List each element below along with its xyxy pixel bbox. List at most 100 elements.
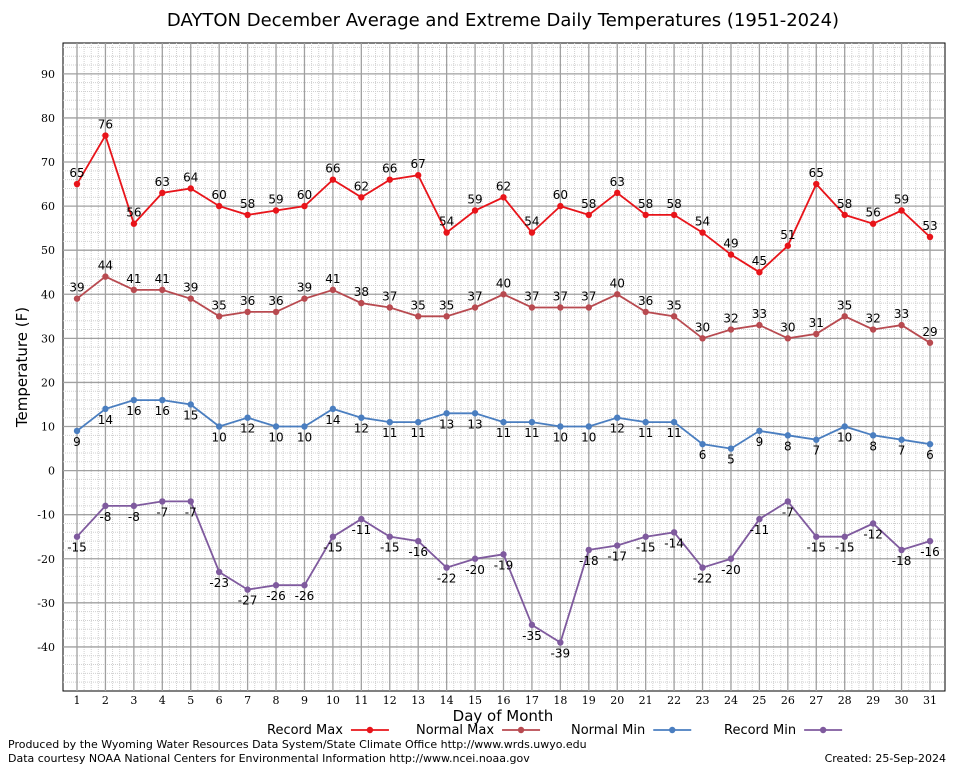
normal-min-data-label: 8 [784, 439, 792, 453]
x-tick-label: 25 [752, 694, 766, 707]
legend-label: Normal Max [416, 723, 494, 738]
x-tick-label: 1 [74, 694, 81, 707]
record-min-point [898, 546, 905, 554]
x-tick-label: 10 [326, 694, 340, 707]
record-max-point [699, 229, 706, 236]
record-max-point [784, 242, 792, 249]
record-max-point [272, 207, 280, 214]
normal-min-point [898, 436, 905, 443]
normal-max-data-label: 36 [240, 294, 255, 308]
normal-max-point [358, 299, 365, 307]
normal-min-point [784, 432, 792, 439]
record-min-data-label: -16 [408, 545, 428, 559]
normal-min-data-label: 16 [126, 404, 141, 418]
x-tick-label: 4 [159, 694, 166, 707]
normal-min-point [73, 427, 81, 435]
legend-item-record-max: Record Max [267, 723, 389, 738]
record-min-point [727, 555, 735, 562]
x-tick-label: 2 [102, 694, 109, 707]
normal-min-point [329, 405, 337, 413]
record-min-point [841, 533, 848, 540]
series-normal-min: 9 14 16 16 15 10 12 10 10 14 12 11 11 13 13 11 11 10 10 12 1… [73, 396, 934, 467]
record-min-point [443, 564, 450, 571]
x-tick-label: 12 [383, 694, 397, 707]
normal-min-data-label: 11 [382, 426, 397, 440]
record-max-point [585, 211, 592, 219]
record-max-data-label: 66 [325, 162, 340, 176]
x-tick-label: 3 [130, 694, 137, 707]
record-min-data-label: -15 [806, 541, 826, 555]
legend-label: Record Max [267, 723, 343, 738]
record-min-point [557, 639, 564, 646]
record-min-point [130, 502, 138, 510]
legend-swatch-marker [819, 726, 827, 734]
x-tick-label: 7 [244, 694, 251, 707]
record-max-data-label: 53 [922, 219, 937, 233]
legend-swatch-marker [366, 726, 374, 734]
normal-max-data-label: 37 [524, 289, 539, 303]
record-min-data-label: -12 [863, 527, 883, 541]
x-tick-label: 21 [639, 694, 653, 707]
record-min-data-label: -22 [437, 572, 457, 586]
normal-max-data-label: 40 [610, 276, 625, 290]
normal-min-data-label: 10 [581, 431, 596, 445]
normal-max-data-label: 37 [382, 289, 397, 303]
record-min-point [471, 555, 479, 562]
record-max-point [670, 211, 678, 219]
y-tick-label: -10 [37, 509, 55, 522]
normal-min-data-label: 6 [699, 448, 707, 462]
normal-min-point [642, 418, 649, 426]
normal-min-point [415, 418, 422, 426]
x-tick-label: 26 [781, 694, 795, 707]
normal-min-data-label: 12 [610, 422, 625, 436]
normal-max-point [585, 304, 592, 311]
x-tick-label: 6 [216, 694, 223, 707]
normal-max-point [415, 313, 422, 320]
footer-produced-by: Produced by the Wyoming Water Resources … [8, 738, 587, 751]
normal-min-point [159, 396, 166, 404]
normal-max-data-label: 40 [496, 276, 511, 290]
record-min-data-label: -39 [551, 647, 571, 661]
record-max-data-label: 63 [610, 175, 625, 189]
normal-min-data-label: 9 [73, 435, 81, 449]
legend-item-record-min: Record Min [724, 723, 843, 738]
record-max-data-label: 56 [126, 206, 141, 220]
record-min-data-label: -22 [693, 572, 713, 586]
normal-max-point [670, 313, 678, 320]
x-tick-label: 24 [724, 694, 738, 707]
series-normal-max: 39 44 41 41 39 35 36 36 39 41 38 37 35 35 37 40 37 37 37 40… [69, 259, 938, 346]
normal-max-point [471, 304, 479, 311]
normal-max-data-label: 29 [922, 325, 937, 339]
normal-max-data-label: 37 [553, 289, 568, 303]
normal-max-point [841, 313, 848, 320]
y-tick-label: 20 [41, 376, 55, 389]
normal-max-data-label: 39 [183, 281, 198, 295]
record-max-point [415, 172, 422, 179]
record-max-data-label: 58 [666, 197, 681, 211]
normal-max-point [215, 313, 223, 320]
normal-max-point [756, 321, 763, 329]
normal-max-data-label: 32 [723, 312, 738, 326]
record-max-point [386, 176, 393, 183]
normal-max-point [869, 326, 877, 333]
record-max-point [756, 269, 763, 276]
x-tick-label: 15 [468, 694, 482, 707]
record-min-data-label: -17 [607, 550, 627, 564]
y-axis-ticks: -40 -30 -20 -10 0 10 20 30 40 50 60 70 80 90 [37, 68, 55, 654]
normal-min-data-label: 6 [926, 448, 934, 462]
record-max-point [73, 180, 81, 188]
x-tick-label: 29 [866, 694, 880, 707]
record-min-point [784, 498, 792, 505]
normal-min-data-label: 11 [411, 426, 426, 440]
record-max-data-label: 58 [240, 197, 255, 211]
record-min-data-label: -11 [750, 523, 770, 537]
y-tick-label: 70 [41, 156, 55, 169]
normal-min-point [813, 436, 820, 443]
record-min-data-label: -15 [835, 541, 855, 555]
normal-min-point [272, 423, 280, 430]
normal-min-data-label: 13 [467, 417, 482, 431]
normal-min-point [699, 440, 706, 448]
record-max-data-label: 67 [411, 157, 426, 171]
record-min-data-label: -20 [465, 563, 485, 577]
normal-max-point [130, 286, 138, 294]
